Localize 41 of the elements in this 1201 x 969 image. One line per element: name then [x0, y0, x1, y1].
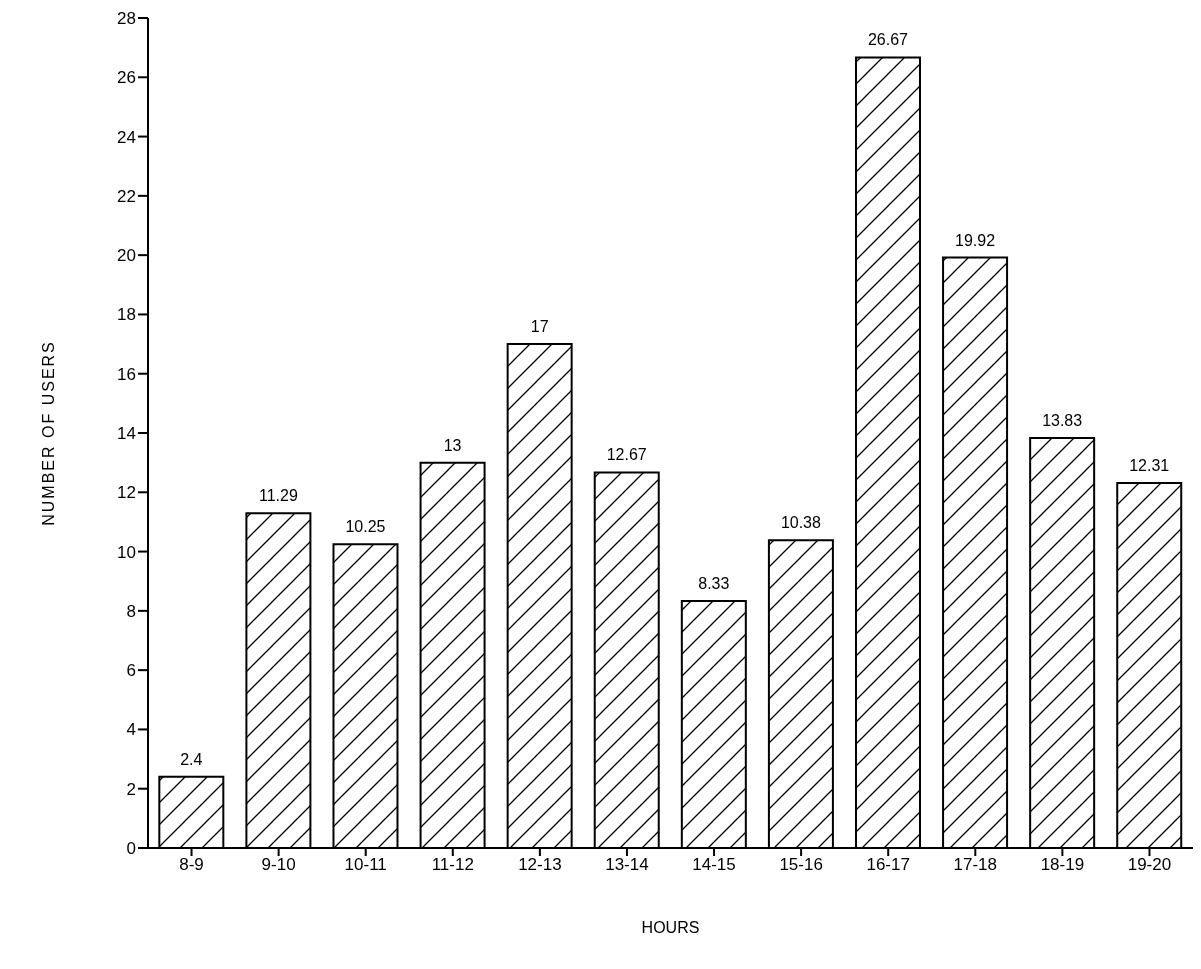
x-tick-label: 16-17: [866, 855, 910, 875]
data-label: 11.29: [258, 487, 298, 505]
x-tick-label: 14-15: [692, 855, 736, 875]
y-tick-label: 8: [126, 601, 136, 621]
x-tick-label: 9-10: [261, 855, 296, 875]
data-label: 2.4: [180, 750, 203, 768]
y-tick-label: 16: [117, 364, 136, 384]
x-tick-label: 12-13: [518, 855, 562, 875]
y-tick-label: 20: [117, 246, 136, 266]
y-tick-label: 10: [117, 542, 136, 562]
y-tick-label: 24: [117, 127, 136, 147]
x-tick-label: 10-11: [344, 855, 387, 875]
data-label: 12.31: [1129, 457, 1170, 475]
x-tick-label: 13-14: [605, 855, 649, 875]
y-tick-label: 12: [117, 483, 136, 503]
x-tick-label: 18-19: [1040, 855, 1085, 875]
y-tick-label: 14: [117, 424, 136, 444]
y-tick-label: 26: [117, 68, 136, 88]
y-tick-label: 2: [126, 779, 136, 799]
x-tick-label: 17-18: [953, 855, 998, 875]
data-label: 17: [530, 318, 549, 336]
y-tick-label: 4: [126, 720, 136, 740]
data-label: 10.38: [780, 514, 822, 532]
y-tick-label: 28: [117, 9, 136, 29]
y-tick-label: 18: [117, 305, 136, 325]
data-label: 13: [443, 436, 462, 454]
data-label: 26.67: [867, 31, 909, 49]
x-axis-title: HOURS: [641, 919, 700, 936]
data-label: 19.92: [955, 231, 996, 249]
data-label: 12.67: [606, 446, 647, 464]
y-tick-label: 6: [126, 661, 136, 681]
x-tick-label: 15-16: [779, 855, 823, 875]
y-axis-title: NUMBER OF USERS: [39, 340, 57, 526]
x-tick-label: 11-12: [431, 855, 474, 875]
y-tick-label: 22: [117, 186, 136, 206]
data-label: 13.83: [1042, 412, 1083, 430]
x-tick-label: 19-20: [1127, 855, 1172, 875]
y-tick-label: 0: [126, 839, 136, 859]
x-tick-label: 8-9: [179, 855, 204, 875]
data-label: 8.33: [698, 575, 730, 593]
data-label: 10.25: [345, 518, 386, 536]
